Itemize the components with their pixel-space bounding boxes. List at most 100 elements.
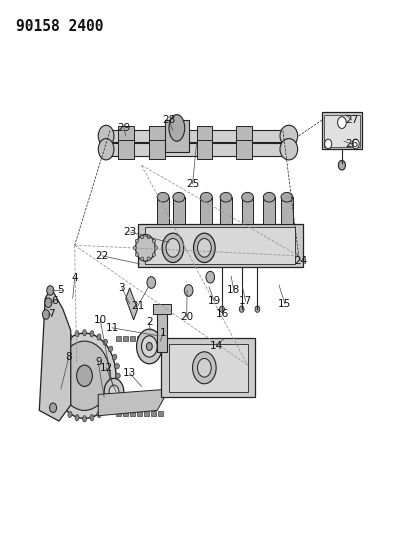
Bar — [157, 309, 167, 352]
Bar — [200, 197, 212, 224]
Text: 21: 21 — [131, 302, 144, 311]
Text: 90158 2400: 90158 2400 — [16, 19, 103, 34]
Ellipse shape — [108, 346, 113, 352]
Text: 15: 15 — [278, 299, 292, 309]
Ellipse shape — [115, 364, 119, 369]
Ellipse shape — [42, 310, 50, 319]
Ellipse shape — [136, 235, 155, 261]
Ellipse shape — [141, 336, 157, 357]
Ellipse shape — [98, 125, 114, 147]
Text: 12: 12 — [99, 363, 113, 373]
Ellipse shape — [141, 235, 144, 239]
Text: 19: 19 — [208, 296, 221, 306]
Ellipse shape — [281, 192, 293, 202]
Ellipse shape — [194, 233, 215, 263]
Ellipse shape — [97, 334, 101, 340]
Ellipse shape — [109, 385, 119, 399]
Bar — [169, 344, 248, 392]
Ellipse shape — [166, 239, 180, 257]
Ellipse shape — [152, 253, 156, 256]
Ellipse shape — [198, 358, 211, 377]
Ellipse shape — [83, 416, 86, 422]
Ellipse shape — [338, 160, 345, 170]
Ellipse shape — [115, 383, 119, 388]
Ellipse shape — [75, 415, 79, 421]
Ellipse shape — [147, 343, 152, 351]
Ellipse shape — [133, 246, 136, 249]
Ellipse shape — [52, 392, 57, 397]
Text: 5: 5 — [58, 286, 64, 295]
Text: 20: 20 — [180, 312, 193, 322]
Ellipse shape — [169, 115, 185, 141]
Ellipse shape — [157, 192, 169, 202]
Bar — [196, 126, 212, 146]
Bar — [322, 112, 362, 149]
Ellipse shape — [173, 192, 185, 202]
Bar — [110, 143, 283, 156]
Ellipse shape — [154, 246, 158, 249]
Bar — [144, 411, 149, 416]
Bar — [324, 115, 360, 147]
Text: 1: 1 — [160, 328, 166, 338]
Ellipse shape — [68, 411, 72, 418]
Bar — [151, 411, 156, 416]
Text: 27: 27 — [345, 115, 358, 125]
Bar — [236, 140, 252, 159]
Bar — [118, 140, 134, 159]
Bar — [138, 224, 303, 266]
Text: 24: 24 — [294, 256, 307, 266]
Bar — [158, 411, 163, 416]
Text: 26: 26 — [345, 139, 358, 149]
Ellipse shape — [198, 239, 211, 257]
Bar — [196, 140, 212, 159]
Ellipse shape — [90, 330, 94, 337]
Ellipse shape — [103, 339, 107, 345]
Text: 28: 28 — [162, 115, 176, 125]
Ellipse shape — [338, 117, 346, 128]
Text: 2: 2 — [146, 318, 152, 327]
Text: 6: 6 — [52, 296, 58, 306]
Bar — [263, 197, 275, 224]
Ellipse shape — [62, 339, 66, 345]
Bar — [137, 336, 142, 341]
Ellipse shape — [255, 306, 260, 312]
Ellipse shape — [200, 192, 212, 202]
Bar — [151, 336, 156, 341]
Ellipse shape — [135, 253, 138, 256]
Bar — [116, 411, 121, 416]
Ellipse shape — [352, 139, 359, 149]
Ellipse shape — [68, 334, 72, 340]
Polygon shape — [126, 288, 138, 320]
Bar — [130, 336, 135, 341]
Ellipse shape — [52, 354, 57, 360]
Ellipse shape — [59, 341, 110, 410]
Ellipse shape — [147, 235, 150, 239]
Ellipse shape — [242, 192, 253, 202]
Ellipse shape — [47, 286, 54, 295]
Ellipse shape — [53, 333, 116, 418]
Bar — [153, 304, 171, 314]
Text: 11: 11 — [105, 323, 119, 333]
Text: 14: 14 — [209, 342, 223, 351]
Bar — [137, 411, 142, 416]
Ellipse shape — [147, 257, 150, 261]
Text: 9: 9 — [95, 358, 101, 367]
Ellipse shape — [75, 330, 79, 337]
Text: 22: 22 — [95, 251, 109, 261]
Bar — [236, 126, 252, 146]
Bar — [165, 120, 189, 152]
Ellipse shape — [239, 306, 244, 312]
Ellipse shape — [141, 257, 144, 261]
Ellipse shape — [162, 233, 184, 263]
Ellipse shape — [193, 352, 216, 384]
Ellipse shape — [220, 306, 224, 312]
Ellipse shape — [62, 407, 66, 413]
Bar — [220, 197, 232, 224]
Ellipse shape — [325, 139, 332, 149]
Bar — [130, 411, 135, 416]
Text: 18: 18 — [227, 286, 241, 295]
Ellipse shape — [77, 365, 92, 386]
Ellipse shape — [108, 400, 113, 406]
Bar — [157, 197, 169, 224]
Polygon shape — [98, 389, 169, 416]
